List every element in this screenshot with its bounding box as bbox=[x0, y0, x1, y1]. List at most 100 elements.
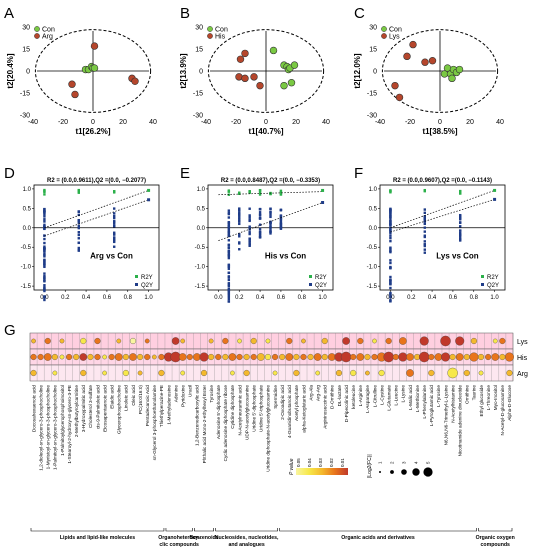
metabolite-label: ketoleucine bbox=[351, 385, 356, 409]
permutation-plot-E: E R2 = (0.0,0.8487),Q2 =(0.0, −0.3353) -1.… bbox=[180, 165, 334, 303]
q2y-point bbox=[238, 207, 241, 210]
q2y-point bbox=[77, 213, 80, 217]
x-tick-label: 0.6 bbox=[449, 295, 458, 301]
bubble bbox=[463, 353, 470, 361]
bubble bbox=[102, 354, 107, 360]
q2y-point bbox=[423, 211, 426, 214]
metabolite-label: L-Threonine bbox=[486, 385, 491, 411]
score-plot-C: C -40 -20 0 20 40 -30 -15 0 15 30 t1[38.5%] t2[12.0%… bbox=[353, 5, 504, 136]
q2y-point bbox=[279, 217, 283, 220]
metabolite-label: 1-Stearoyl-2-hydroxy-sn-glycero-3-PE bbox=[67, 385, 72, 464]
bubble bbox=[506, 369, 513, 377]
metabolite-label: 2-Oxoadipic acid bbox=[280, 385, 285, 420]
r2y-point bbox=[113, 191, 116, 194]
comparison-label: His vs Con bbox=[265, 252, 306, 261]
bubble bbox=[59, 338, 65, 344]
bubble bbox=[364, 353, 371, 361]
panel-letter: C bbox=[354, 5, 365, 22]
bubble bbox=[73, 353, 80, 361]
bubble bbox=[357, 337, 364, 345]
q2y-point bbox=[238, 235, 241, 238]
q2y-point bbox=[113, 207, 116, 210]
q2y-point bbox=[389, 231, 392, 235]
metabolite-label: N-Acetyl-D-glucosamine bbox=[500, 385, 505, 436]
point-arg bbox=[71, 90, 79, 99]
bubble bbox=[265, 338, 271, 344]
bubble bbox=[477, 353, 485, 361]
point-lys bbox=[395, 93, 404, 102]
q2y-point bbox=[227, 282, 231, 285]
legend-marker bbox=[481, 283, 484, 286]
y-tick-label: 0.0 bbox=[369, 226, 378, 232]
q2y-point bbox=[389, 249, 392, 253]
metabolite-label: L-Arginine bbox=[358, 385, 363, 407]
q2y-point bbox=[238, 241, 241, 244]
metabolite-label: L-Glutamate bbox=[386, 385, 391, 411]
q2y-point bbox=[227, 228, 231, 232]
metabolite-label: N6,N6,N6-Trimethyl-L-Lysine bbox=[443, 385, 448, 446]
q2y-point bbox=[459, 225, 462, 228]
r2y-point bbox=[389, 189, 392, 193]
y-tick-label: -1.0 bbox=[21, 265, 32, 271]
y-tick-label: -0.5 bbox=[21, 245, 32, 251]
size-tick-label: 5 bbox=[426, 461, 431, 464]
metabolite-label: Arg-Arg bbox=[315, 385, 320, 402]
x-tick-label: 0.4 bbox=[82, 295, 91, 301]
bubble bbox=[43, 353, 52, 361]
metabolite-label: Arg-Ala bbox=[308, 385, 313, 401]
bubble bbox=[94, 337, 101, 345]
q2y-point bbox=[227, 294, 231, 297]
q2y-point bbox=[423, 220, 426, 223]
q2y-point bbox=[389, 275, 392, 279]
r2y-point bbox=[77, 191, 80, 194]
r2y-point bbox=[43, 193, 46, 196]
bubble bbox=[321, 337, 328, 345]
metabolite-label: Cholesterol 3-sulfate bbox=[88, 385, 93, 428]
metabolite-label: Uridine 5'-diphosphate bbox=[252, 385, 257, 432]
bubble bbox=[440, 335, 451, 347]
pvalue-tick-label: 0.03 bbox=[318, 458, 323, 467]
q2y-point bbox=[238, 216, 241, 219]
q2y-point bbox=[43, 253, 46, 257]
bubble bbox=[171, 337, 180, 345]
q2y-point bbox=[227, 225, 231, 228]
q2y-point bbox=[43, 218, 46, 221]
y-tick-label: -30 bbox=[367, 113, 377, 120]
q2y-point bbox=[227, 295, 231, 299]
comparison-label: Lys vs Con bbox=[436, 252, 478, 261]
metabolite-label: Tyrosine bbox=[209, 385, 214, 403]
bubble bbox=[455, 353, 464, 361]
q2y-point bbox=[113, 240, 116, 244]
q2y-point bbox=[248, 225, 251, 228]
q2y-point bbox=[389, 298, 392, 302]
bubble bbox=[222, 337, 229, 345]
x-tick-label: -20 bbox=[231, 119, 241, 126]
permutation-plot-D: D R2 = (0.0,0.9611),Q2 =(0.0, −0.2077) -1.… bbox=[4, 165, 160, 302]
bubble bbox=[59, 354, 65, 360]
q2y-point bbox=[227, 246, 231, 249]
legend-marker bbox=[481, 275, 484, 278]
q2y-point bbox=[43, 288, 46, 291]
q2y-point bbox=[389, 234, 392, 237]
metabolite-label: Pentadecanoic Acid bbox=[145, 385, 150, 427]
q2y-point bbox=[77, 241, 80, 245]
panel-letter: A bbox=[4, 5, 14, 22]
q2y-point bbox=[279, 222, 283, 225]
metabolite-label: Eicosapentaenoic acid bbox=[102, 385, 107, 432]
metabolite-label: 2-Methylbutyroylcarnitine bbox=[74, 385, 79, 437]
r2y-original-point bbox=[147, 188, 151, 192]
x-tick-label: 40 bbox=[496, 119, 504, 126]
q2y-original-point bbox=[493, 197, 497, 201]
bubble bbox=[455, 336, 465, 346]
q2y-point bbox=[258, 232, 262, 235]
metabolite-label: Linoleic acid bbox=[124, 385, 129, 411]
x-tick-label: 20 bbox=[466, 119, 474, 126]
q2y-point bbox=[43, 215, 46, 218]
q2y-point bbox=[269, 207, 272, 211]
q2y-point bbox=[77, 233, 80, 237]
bubble bbox=[94, 353, 101, 361]
legend-marker bbox=[207, 26, 213, 32]
bubble bbox=[428, 353, 435, 361]
bubble bbox=[122, 353, 129, 361]
size-legend-bubble bbox=[379, 471, 381, 473]
